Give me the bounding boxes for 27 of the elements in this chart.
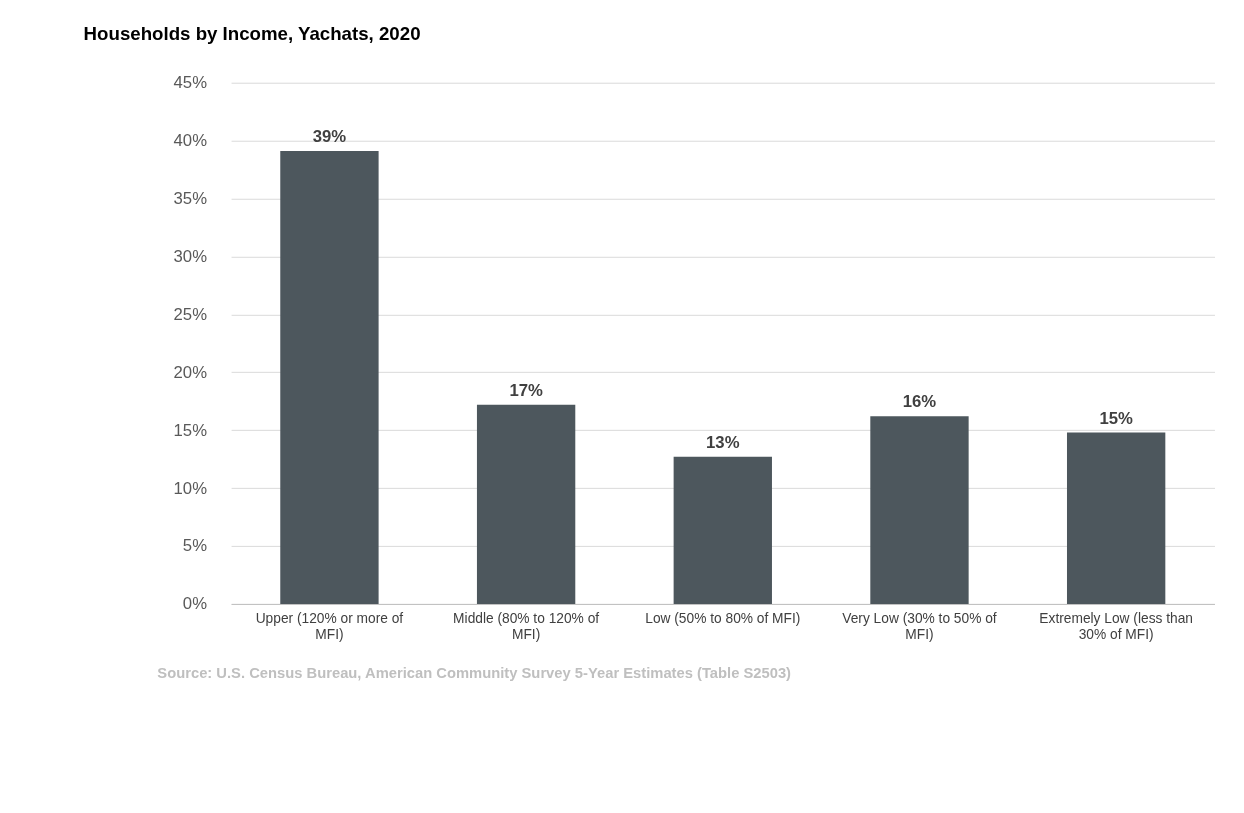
data-label: 15% [1099, 408, 1134, 428]
bar [1066, 432, 1166, 604]
y-tick-label: 20% [173, 362, 208, 382]
y-tick-label: 40% [173, 131, 208, 151]
data-label: 16% [902, 392, 937, 412]
y-tick-label: 25% [173, 304, 208, 324]
bar [673, 456, 772, 604]
data-label: 39% [312, 127, 347, 147]
y-tick-label: 15% [173, 420, 208, 440]
x-tick-label: Extremely Low (less than 30% of MFI) [1039, 611, 1193, 642]
y-tick-label: 5% [182, 536, 208, 556]
y-tick-label: 45% [173, 73, 208, 93]
y-tick-label: 35% [173, 188, 208, 208]
x-tick-label: Middle (80% to 120% of MFI) [453, 611, 600, 642]
data-label: 13% [706, 432, 740, 452]
source-note: Source: U.S. Census Bureau, American Community Survey 5-Year Estimates (Table S2503) [157, 664, 792, 681]
y-tick-label: 10% [173, 478, 208, 498]
bar [476, 404, 576, 604]
x-tick-label: Very Low (30% to 50% of MFI) [842, 611, 997, 642]
bar [870, 416, 969, 604]
x-tick-label: Low (50% to 80% of MFI) [645, 611, 801, 627]
y-tick-label: 30% [173, 246, 208, 266]
x-tick-label: Upper (120% or more of MFI) [255, 611, 404, 642]
chart-title: Households by Income, Yachats, 2020 [83, 23, 421, 45]
data-label: 17% [509, 380, 543, 400]
bar [280, 151, 379, 604]
y-tick-label: 0% [182, 594, 208, 614]
